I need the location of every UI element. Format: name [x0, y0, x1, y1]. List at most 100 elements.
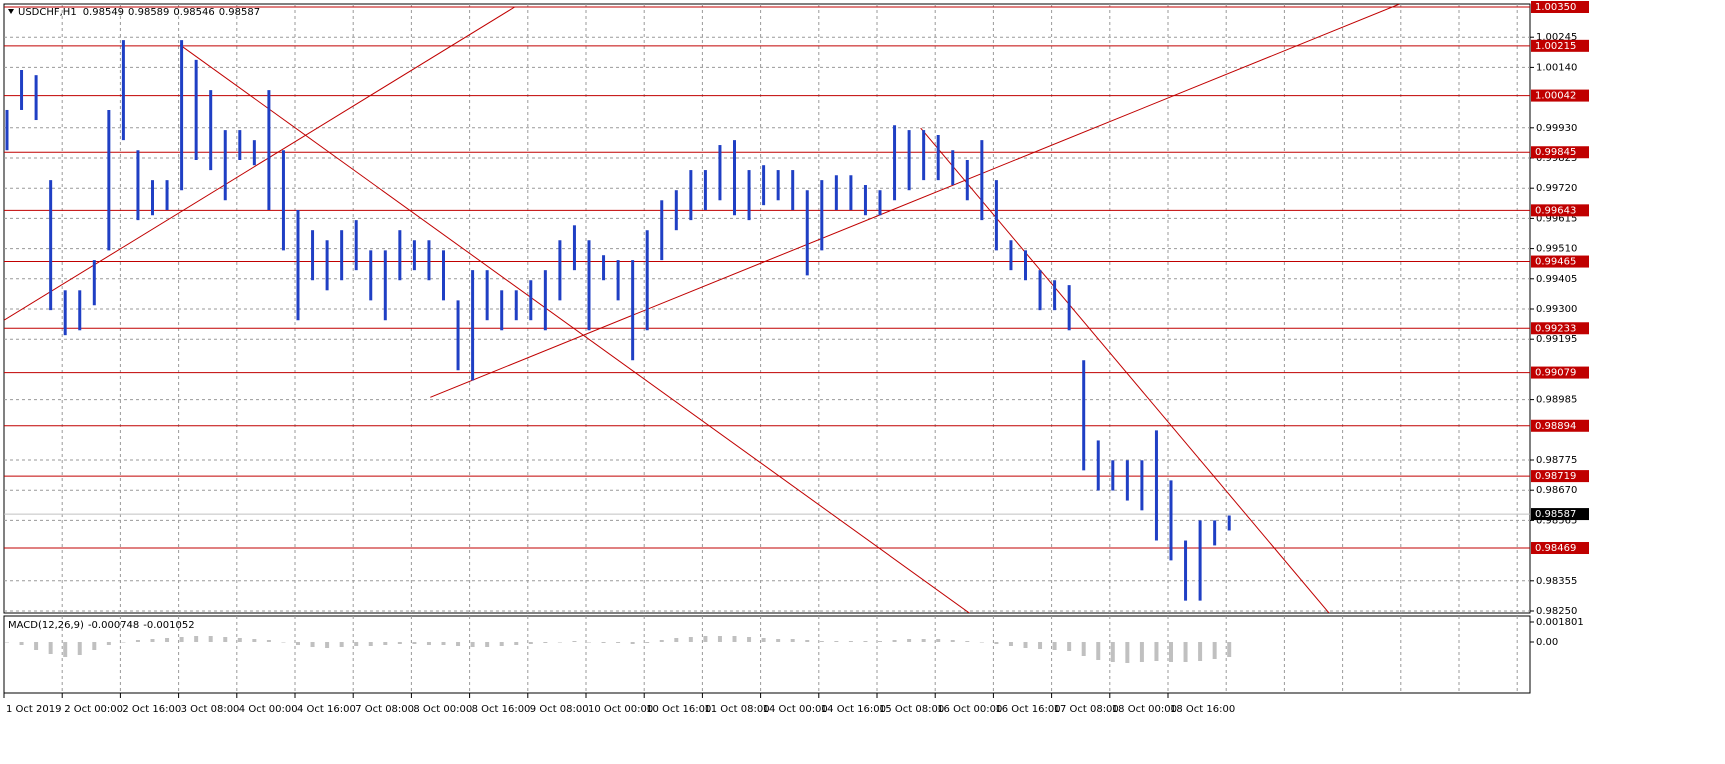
macd-bar	[630, 642, 635, 644]
x-tick-label: 2 Oct 16:00	[122, 704, 181, 715]
macd-bar	[1052, 642, 1057, 650]
level-label-box	[1531, 419, 1589, 432]
macd-bar	[106, 642, 111, 645]
level-label-box	[1531, 322, 1589, 335]
macd-bar	[1125, 642, 1130, 663]
macd-bar	[747, 637, 752, 642]
level-label: 0.99643	[1535, 205, 1576, 216]
macd-bar	[921, 639, 926, 642]
symbol: USDCHF,H1	[18, 7, 77, 18]
level-label-box	[1531, 470, 1589, 483]
macd-bar	[135, 640, 140, 642]
macd-bar	[412, 642, 417, 644]
macd-name: MACD(12,26,9)	[8, 620, 84, 631]
chart-header: USDCHF,H1 0.98549 0.98589 0.98546 0.98587	[18, 7, 260, 18]
macd-bar	[717, 636, 722, 642]
x-tick-label: 10 Oct 16:00	[646, 704, 711, 715]
macd-bar	[456, 642, 461, 646]
y-tick-label: 0.99720	[1536, 183, 1577, 194]
y-tick-label: 1.00140	[1536, 62, 1577, 73]
level-label: 0.99465	[1535, 257, 1576, 268]
macd-bar	[601, 642, 606, 643]
macd-bar	[194, 636, 199, 642]
level-label: 1.00215	[1535, 41, 1576, 52]
macd-main: -0.000748	[88, 620, 139, 631]
x-tick-label: 11 Oct 08:00	[704, 704, 769, 715]
macd-bar	[237, 638, 242, 642]
x-tick-label: 3 Oct 08:00	[181, 704, 240, 715]
macd-signal: -0.001052	[143, 620, 194, 631]
x-tick-label: 15 Oct 08:00	[879, 704, 944, 715]
x-tick-label: 14 Oct 16:00	[821, 704, 886, 715]
macd-bar	[1169, 642, 1173, 662]
macd-bar	[543, 642, 548, 643]
macd-bar	[936, 639, 941, 642]
x-tick-label: 10 Oct 00:00	[588, 704, 653, 715]
trend-line	[430, 4, 1400, 398]
label-layer: 1.00245 1.00140 0.99930 0.99825 0.99720 0.996…	[3, 1, 1589, 715]
macd-bar	[77, 642, 82, 655]
macd-bar	[470, 642, 475, 647]
macd-bar	[310, 642, 315, 647]
x-tick-label: 14 Oct 00:00	[763, 704, 828, 715]
level-label-box	[1531, 39, 1589, 52]
x-tick-label: 18 Oct 16:00	[1170, 704, 1235, 715]
menu-arrow[interactable]	[8, 9, 14, 14]
level-label-box	[1531, 204, 1589, 217]
macd-bar	[907, 639, 912, 642]
level-label-box	[1531, 542, 1589, 555]
macd-bar	[703, 636, 708, 642]
macd-bar	[1139, 642, 1144, 662]
macd-bar	[223, 637, 228, 642]
macd-bar	[1067, 642, 1072, 651]
macd-bar	[557, 642, 562, 643]
low: 0.98546	[173, 7, 214, 18]
y-tick-label: 0.98670	[1536, 485, 1577, 496]
macd-bar	[325, 642, 330, 648]
x-tick-label: 4 Oct 00:00	[239, 704, 298, 715]
macd-bar	[1198, 642, 1203, 661]
current-price-box	[1531, 508, 1589, 521]
x-tick-label: 4 Oct 16:00	[297, 704, 356, 715]
macd-bar	[296, 642, 300, 645]
macd-bar	[339, 642, 344, 647]
macd-bar	[674, 638, 679, 642]
level-label: 0.98894	[1535, 421, 1576, 432]
level-label: 0.99845	[1535, 147, 1576, 158]
level-label: 0.98469	[1535, 543, 1576, 554]
open: 0.98549	[83, 7, 124, 18]
macd-bar	[92, 642, 97, 650]
macd-bar	[587, 642, 591, 643]
macd-bar	[441, 642, 446, 645]
macd-bar	[368, 642, 373, 646]
macd-bar	[383, 642, 388, 645]
mark-layer	[4, 4, 1530, 613]
high: 0.98589	[128, 7, 169, 18]
y-tick-label: 1.00245	[1536, 32, 1577, 43]
y-tick-label: 0.98250	[1536, 606, 1577, 617]
macd-bar	[950, 640, 955, 642]
macd-bar	[645, 642, 650, 643]
macd-bar	[994, 642, 999, 644]
macd-bar	[659, 640, 664, 642]
level-label-box	[1531, 89, 1589, 102]
macd-bar	[1023, 642, 1028, 648]
x-tick-label: 1 Oct 2019	[6, 704, 61, 715]
macd-bar	[790, 639, 795, 642]
y-tick-label: 0.98775	[1536, 455, 1577, 466]
macd-bar	[878, 641, 882, 642]
x-tick-label: 16 Oct 16:00	[995, 704, 1060, 715]
grid-layer	[4, 4, 1530, 693]
level-label: 1.00350	[1535, 2, 1576, 13]
macd-bar	[266, 640, 271, 642]
macd-bar	[150, 639, 155, 642]
macd-bar	[1183, 642, 1188, 662]
macd-bar	[208, 636, 213, 642]
y-tick-label: 0.99195	[1536, 334, 1577, 345]
macd-tick-label: 0.00	[1536, 637, 1558, 648]
x-tick-label: 2 Oct 00:00	[64, 704, 123, 715]
macd-bar	[63, 642, 68, 657]
level-label-box	[1531, 146, 1589, 159]
